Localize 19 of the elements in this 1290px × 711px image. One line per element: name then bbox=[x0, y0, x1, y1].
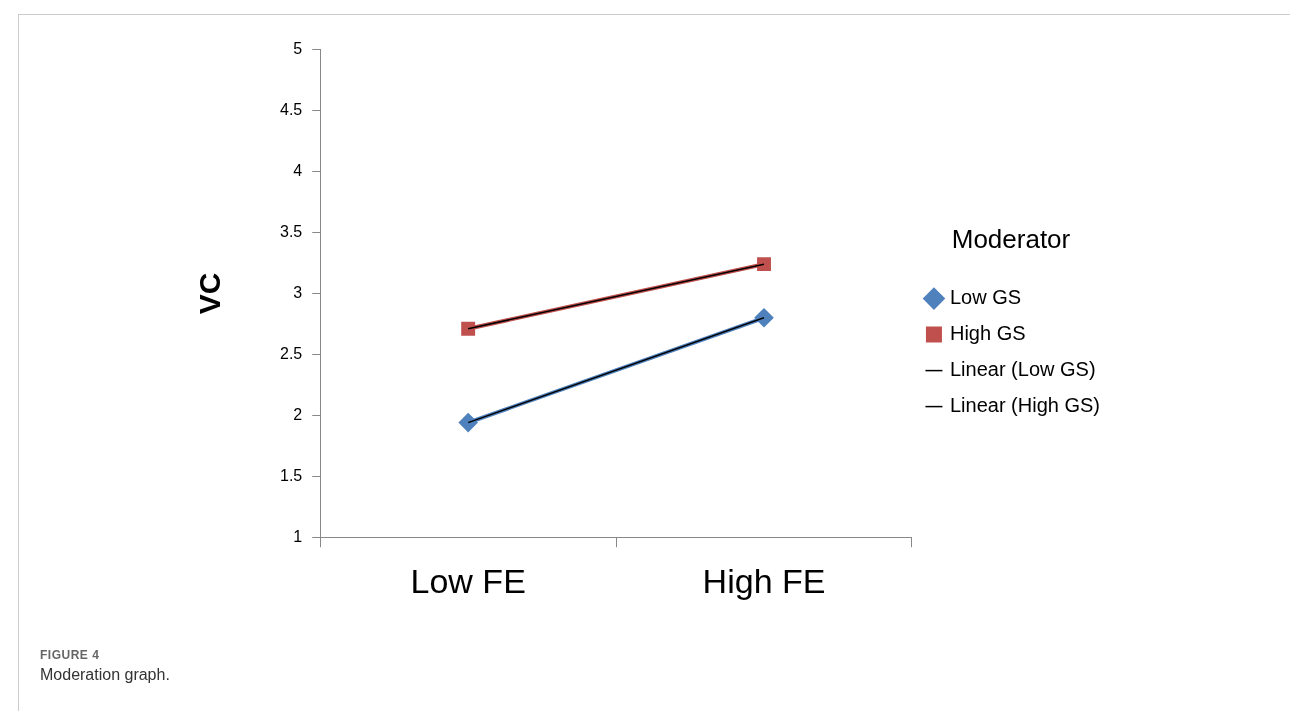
legend-label: High GS bbox=[949, 322, 1026, 345]
y-axis-title: VC bbox=[193, 272, 227, 315]
x-tick-label: Low FE bbox=[410, 561, 526, 600]
y-tick-label: 2.5 bbox=[279, 344, 303, 362]
y-tick-label: 4.5 bbox=[279, 100, 303, 118]
text: Moderation graph. bbox=[40, 666, 170, 684]
legend-label: Low GS bbox=[949, 286, 1022, 309]
x-tick-label: High FE bbox=[702, 561, 826, 600]
y-tick-label: 4 bbox=[293, 161, 303, 179]
legend-label: Linear (Low GS) bbox=[949, 358, 1096, 381]
y-tick-label: 3 bbox=[293, 283, 303, 301]
y-tick-label: 3.5 bbox=[279, 222, 303, 240]
y-tick-label: 2 bbox=[293, 405, 303, 423]
legend-title: Moderator bbox=[951, 223, 1071, 254]
legend-label: Linear (High GS) bbox=[949, 394, 1100, 417]
y-tick-label: 5 bbox=[293, 40, 303, 58]
y-tick-label: 1.5 bbox=[279, 466, 303, 484]
y-tick-label: 1 bbox=[293, 527, 303, 545]
caption: FIGURE 4 bbox=[40, 648, 101, 662]
